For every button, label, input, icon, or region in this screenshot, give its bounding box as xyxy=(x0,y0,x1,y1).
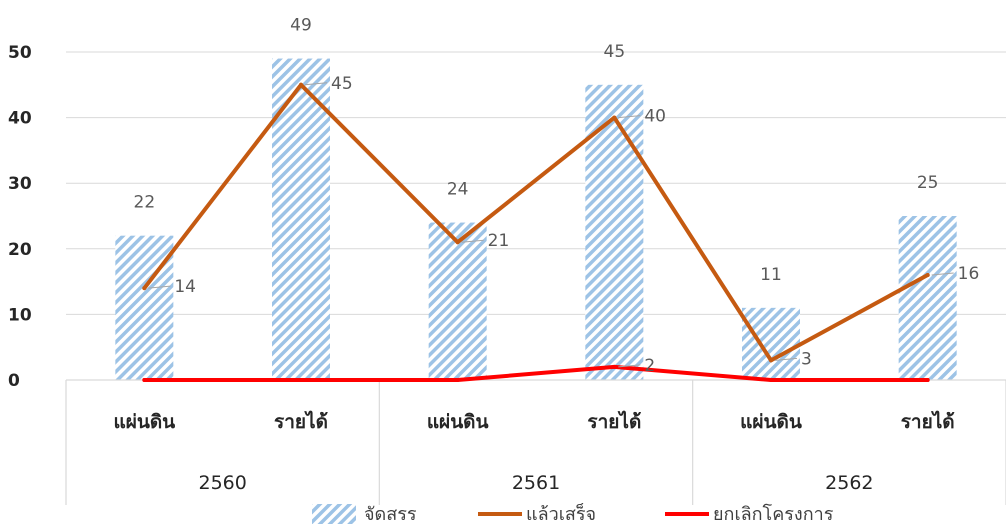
data-label: 24 xyxy=(447,180,469,200)
bar-0-2 xyxy=(428,222,487,380)
data-label: 25 xyxy=(917,173,939,193)
data-label: 40 xyxy=(644,107,666,127)
series-point xyxy=(612,115,617,120)
data-label-leader xyxy=(931,272,954,276)
data-label: 45 xyxy=(604,42,626,62)
series-point xyxy=(299,82,303,87)
data-label-leader xyxy=(618,115,641,119)
series-point xyxy=(142,378,147,382)
series-point xyxy=(925,378,930,382)
series-point xyxy=(455,378,460,382)
y-tick-label: 20 xyxy=(8,240,32,260)
x-tick-label: รายได้ xyxy=(587,410,641,433)
data-label: 16 xyxy=(958,264,980,284)
data-label-leader xyxy=(618,364,641,368)
series-point xyxy=(612,364,617,369)
data-label: 14 xyxy=(174,277,196,297)
data-label-leader xyxy=(774,357,798,361)
legend-label: จัดสรร xyxy=(364,504,417,525)
x-group-label: 2561 xyxy=(512,472,560,494)
y-tick-label: 0 xyxy=(8,371,20,391)
y-tick-label: 50 xyxy=(8,43,32,63)
data-label: 49 xyxy=(290,16,312,36)
series-point xyxy=(925,273,930,278)
data-label-leader xyxy=(461,239,484,243)
x-group-label: 2562 xyxy=(825,472,873,494)
legend-label: ยกเลิกโครงการ xyxy=(713,503,834,525)
series-point xyxy=(455,240,460,245)
series-point xyxy=(142,286,147,291)
x-tick-label: รายได้ xyxy=(901,410,955,433)
series-line-1 xyxy=(142,82,930,363)
data-label: 45 xyxy=(331,74,353,94)
series-line-2 xyxy=(142,364,930,382)
data-label: 3 xyxy=(801,349,812,369)
series-point xyxy=(769,358,773,363)
legend-swatch-0 xyxy=(312,504,356,524)
data-label: 11 xyxy=(760,265,782,285)
legend-label: แล้วเสร็จ xyxy=(526,502,596,525)
bar-0-3 xyxy=(585,84,644,381)
data-label: 21 xyxy=(488,231,510,251)
data-label-leader xyxy=(304,82,328,86)
y-tick-label: 40 xyxy=(8,109,32,129)
data-label-leader xyxy=(148,285,171,289)
data-label: 22 xyxy=(134,193,156,213)
data-label: 2 xyxy=(644,356,655,376)
y-tick-label: 30 xyxy=(8,174,32,194)
series-point xyxy=(769,378,773,382)
x-group-label: 2560 xyxy=(198,472,246,494)
bar-0-0 xyxy=(115,235,174,380)
x-tick-label: รายได้ xyxy=(274,410,328,433)
series-point xyxy=(299,378,303,382)
x-tick-label: แผ่นดิน xyxy=(740,411,802,433)
x-tick-label: แผ่นดิน xyxy=(113,411,175,433)
x-tick-label: แผ่นดิน xyxy=(427,411,489,433)
bar-0-4 xyxy=(742,307,800,380)
bar-0-5 xyxy=(898,216,957,380)
y-tick-label: 10 xyxy=(8,305,32,325)
